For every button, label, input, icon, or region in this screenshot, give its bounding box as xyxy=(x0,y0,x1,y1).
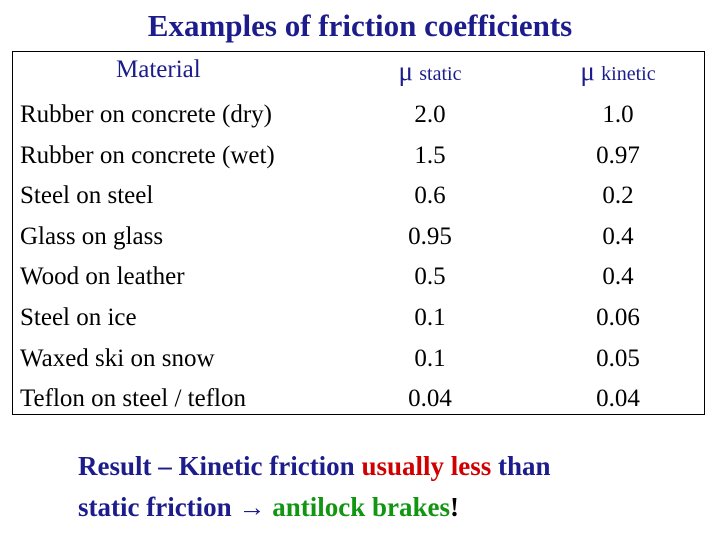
kinetic-cell: 0.97 xyxy=(596,141,640,169)
kinetic-cell: 0.4 xyxy=(602,222,634,250)
material-cell: Glass on glass xyxy=(20,222,164,250)
static-cell: 0.5 xyxy=(414,263,446,291)
kinetic-cell: 0.04 xyxy=(596,385,640,413)
static-header: μ static xyxy=(345,56,515,87)
result-line-1: Result – Kinetic friction usually less t… xyxy=(78,446,551,487)
material-cell: Waxed ski on snow xyxy=(20,344,215,372)
static-subscript: static xyxy=(419,63,462,85)
material-cell: Steel on steel xyxy=(20,182,154,210)
static-cell: 0.1 xyxy=(414,344,446,372)
kinetic-cell: 0.06 xyxy=(596,304,640,331)
material-cell: Steel on ice xyxy=(20,304,137,331)
material-cell: Teflon on steel / teflon xyxy=(20,385,246,413)
kinetic-header: μ kinetic xyxy=(513,56,720,87)
friction-table: Material Rubber on concrete (dry) Rubber … xyxy=(12,51,705,415)
kinetic-cell: 0.4 xyxy=(602,263,634,291)
result-text: Result – Kinetic friction xyxy=(78,451,362,481)
material-header: Material xyxy=(116,56,201,83)
result-exclamation: ! xyxy=(449,492,459,522)
static-cell: 2.0 xyxy=(414,101,446,128)
kinetic-cell: 1.0 xyxy=(602,101,634,128)
mu-symbol: μ xyxy=(580,56,595,86)
static-cell: 0.6 xyxy=(414,182,446,210)
static-cell: 0.1 xyxy=(414,304,446,331)
material-cell: Rubber on concrete (wet) xyxy=(20,141,275,169)
static-cell: 1.5 xyxy=(414,141,446,169)
result-highlight-green: antilock brakes xyxy=(272,492,450,522)
result-text: than xyxy=(491,451,551,481)
material-cell: Rubber on concrete (dry) xyxy=(20,101,272,128)
material-cell: Wood on leather xyxy=(20,263,185,291)
mu-symbol: μ xyxy=(398,56,413,86)
result-text: static friction → xyxy=(78,492,273,522)
kinetic-subscript: kinetic xyxy=(601,63,656,85)
kinetic-cell: 0.2 xyxy=(602,182,634,210)
kinetic-cell: 0.05 xyxy=(596,344,640,372)
result-line-2: static friction → antilock brakes! xyxy=(78,487,551,528)
result-highlight-red: usually less xyxy=(361,451,492,481)
result-statement: Result – Kinetic friction usually less t… xyxy=(78,446,551,528)
slide-title: Examples of friction coefficients xyxy=(147,8,573,43)
static-cell: 0.04 xyxy=(408,385,452,413)
static-cell: 0.95 xyxy=(408,222,452,250)
